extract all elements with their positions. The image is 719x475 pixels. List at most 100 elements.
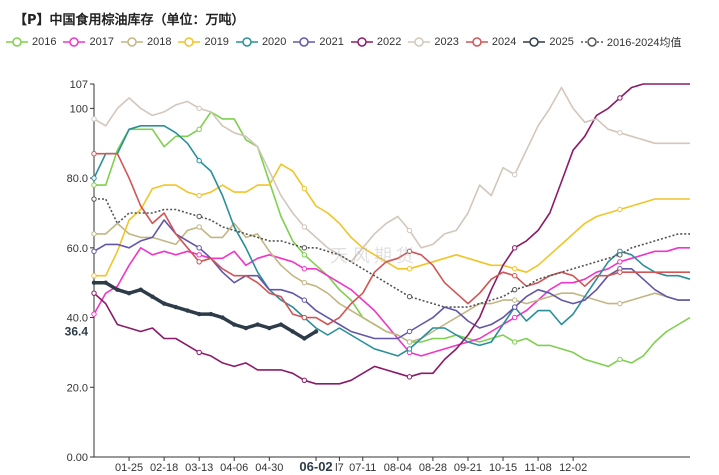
data-point (512, 171, 518, 178)
data-point (91, 175, 97, 181)
data-point (103, 280, 108, 285)
data-point (138, 287, 143, 292)
data-point (196, 224, 202, 230)
data-point (208, 311, 214, 317)
legend-label: 2018 (146, 36, 172, 48)
legend-item[interactable]: 2019 (178, 36, 229, 48)
legend-swatch-icon (580, 37, 603, 47)
legend-swatch-icon (350, 37, 373, 47)
x-tick-label: 04-30 (255, 462, 283, 474)
data-point (196, 259, 202, 265)
legend-label: 2016-2024均值 (606, 37, 682, 49)
data-point (617, 252, 623, 258)
series-line-2023 (93, 86, 690, 263)
x-tick-label: 02-18 (150, 462, 178, 474)
data-point (302, 336, 307, 341)
legend-item[interactable]: 2023 (408, 36, 459, 48)
data-point (196, 192, 202, 199)
x-tick-label: 04-06 (220, 462, 248, 474)
data-point (301, 266, 308, 272)
data-point (91, 280, 97, 285)
data-point (512, 286, 518, 293)
series-line-2021 (93, 219, 690, 340)
legend-swatch-icon (408, 37, 431, 47)
data-point (512, 245, 518, 251)
data-point (301, 245, 308, 251)
data-point (91, 311, 97, 317)
data-point (617, 259, 623, 265)
data-point (301, 314, 308, 321)
legend-label: 2021 (319, 36, 344, 48)
data-point (617, 130, 623, 136)
series-line-2016-2024均值 (94, 198, 690, 308)
data-point (115, 287, 120, 292)
data-point (196, 105, 202, 112)
data-point (91, 182, 97, 188)
data-point (313, 329, 319, 334)
legend-swatch-icon (235, 37, 258, 47)
y-tick-label: 80.0 (67, 173, 88, 185)
series-line-2022 (93, 83, 690, 385)
x-tick-label: 09-21 (454, 462, 482, 474)
data-point (91, 196, 97, 202)
series-line-2017 (93, 247, 690, 357)
legend-item[interactable]: 2017 (63, 36, 114, 48)
data-point (406, 248, 413, 255)
legend-item[interactable]: 2016 (6, 36, 56, 48)
legend-item[interactable]: 2022 (350, 36, 401, 48)
x-tick-label: 07-11 (349, 462, 376, 474)
y-tick-label: 100 (70, 103, 88, 115)
data-point (91, 116, 97, 122)
y-tick-label: 60.0 (67, 243, 88, 255)
data-point (196, 157, 202, 164)
legend-item[interactable]: 2016-2024均值 (580, 34, 682, 50)
legend-item[interactable]: 2018 (120, 36, 172, 48)
legend-label: 2017 (89, 36, 114, 48)
legend-item[interactable]: 2020 (235, 36, 286, 48)
data-point (255, 322, 260, 327)
x-tick-label: 08-04 (384, 462, 412, 474)
legend-label: 2025 (549, 36, 574, 48)
legend-swatch-icon (465, 37, 488, 47)
series-line-2024 (94, 152, 690, 326)
data-point (91, 248, 97, 255)
data-point (150, 294, 155, 299)
legend-item[interactable]: 2025 (523, 36, 574, 48)
data-point (301, 297, 308, 303)
x-tick-label: 01-25 (115, 462, 143, 474)
data-point (185, 308, 190, 313)
legend-swatch-icon (178, 37, 201, 47)
data-point (512, 304, 518, 310)
data-point (301, 252, 308, 258)
data-point (91, 151, 97, 157)
data-point (406, 266, 413, 272)
data-point (290, 329, 295, 334)
y-tick-label: 20.0 (67, 382, 88, 394)
data-point (301, 377, 308, 384)
x-tick-label: 10-15 (489, 462, 517, 474)
watermark: 天风期货 (330, 246, 418, 267)
data-point (406, 227, 413, 234)
legend-swatch-icon (6, 37, 28, 47)
legend-swatch-icon (293, 37, 316, 47)
y-tick-label: 40.0 (67, 313, 88, 325)
data-point (126, 290, 132, 296)
x-tick-label: 12-02 (559, 462, 587, 474)
data-point (196, 311, 202, 317)
data-point (161, 301, 167, 306)
series-line-2020 (93, 125, 691, 357)
data-point (406, 293, 413, 300)
data-point (512, 314, 518, 321)
legend-swatch-icon (120, 37, 143, 47)
data-point (220, 315, 225, 320)
legend-label: 2023 (434, 36, 459, 48)
data-point (196, 126, 202, 133)
x-tick-label: 03-13 (185, 462, 213, 474)
data-point (301, 224, 308, 230)
data-point (512, 266, 518, 272)
data-point (267, 325, 272, 331)
legend-item[interactable]: 2024 (465, 36, 516, 48)
legend-item[interactable]: 2021 (293, 36, 344, 48)
